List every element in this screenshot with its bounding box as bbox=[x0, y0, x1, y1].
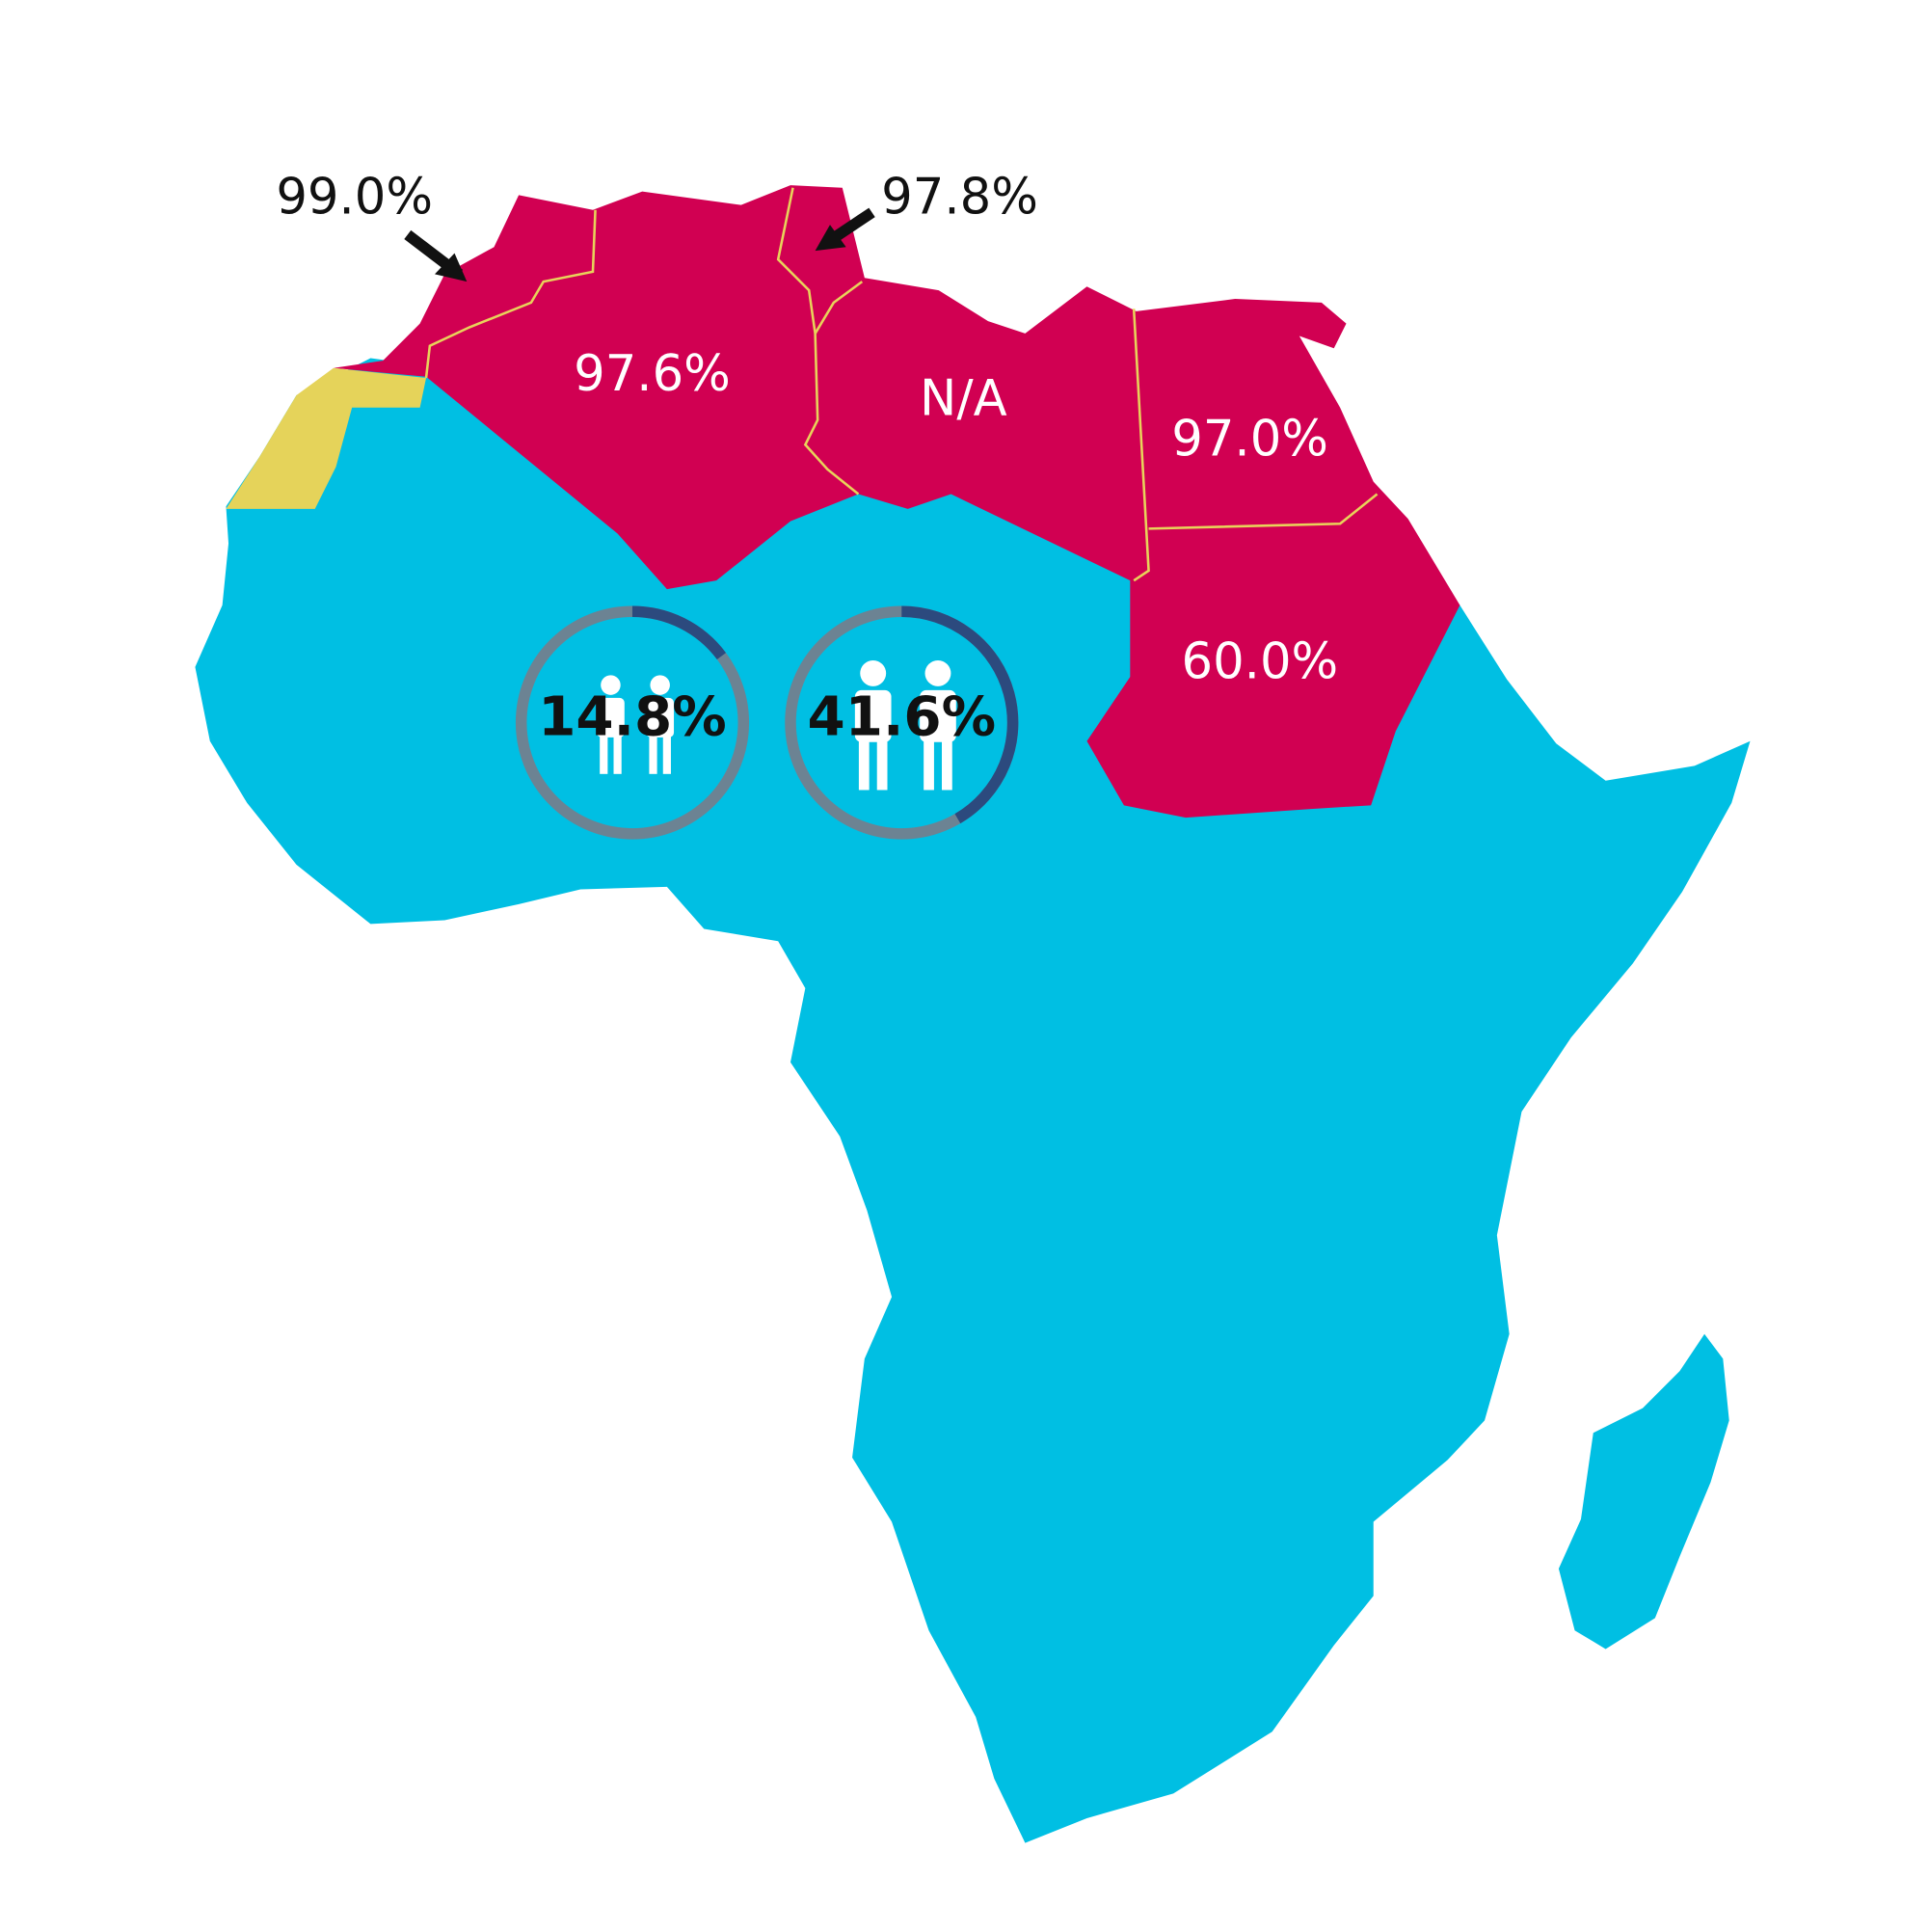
arrow-head bbox=[434, 253, 468, 282]
person-icon bbox=[650, 675, 670, 695]
person-icon bbox=[601, 675, 621, 695]
donut-label: 41.6% bbox=[808, 686, 997, 749]
label: 99.0% bbox=[276, 169, 433, 227]
western-sahara bbox=[226, 367, 427, 509]
africa bbox=[195, 358, 1751, 1843]
person-icon bbox=[924, 659, 951, 686]
border bbox=[776, 187, 860, 496]
person-icon bbox=[876, 738, 888, 791]
person-icon bbox=[860, 659, 887, 686]
person-icon bbox=[854, 689, 892, 742]
border bbox=[424, 209, 597, 379]
label: 60.0% bbox=[1181, 632, 1338, 690]
person-icon bbox=[597, 697, 625, 738]
person-icon bbox=[649, 734, 657, 774]
border bbox=[1132, 309, 1150, 582]
border bbox=[814, 281, 864, 335]
person-icon bbox=[924, 738, 934, 791]
person-icon bbox=[646, 697, 675, 738]
person-icon bbox=[600, 734, 608, 774]
north-africa bbox=[333, 185, 1460, 818]
donut-arc bbox=[631, 605, 727, 660]
madagascar bbox=[1558, 1333, 1729, 1650]
arrow-head bbox=[815, 225, 846, 252]
person-icon bbox=[920, 689, 956, 742]
label: 97.0% bbox=[1171, 411, 1328, 469]
person-icon bbox=[858, 738, 870, 791]
person-icon bbox=[662, 734, 671, 774]
label: N/A bbox=[920, 369, 1007, 427]
label: 97.8% bbox=[881, 169, 1038, 227]
donut-label: 14.8% bbox=[538, 686, 727, 749]
donut-arc bbox=[901, 605, 1019, 824]
border bbox=[1148, 493, 1379, 530]
person-icon bbox=[613, 734, 622, 774]
label: 97.6% bbox=[574, 345, 731, 403]
person-icon bbox=[942, 738, 952, 791]
